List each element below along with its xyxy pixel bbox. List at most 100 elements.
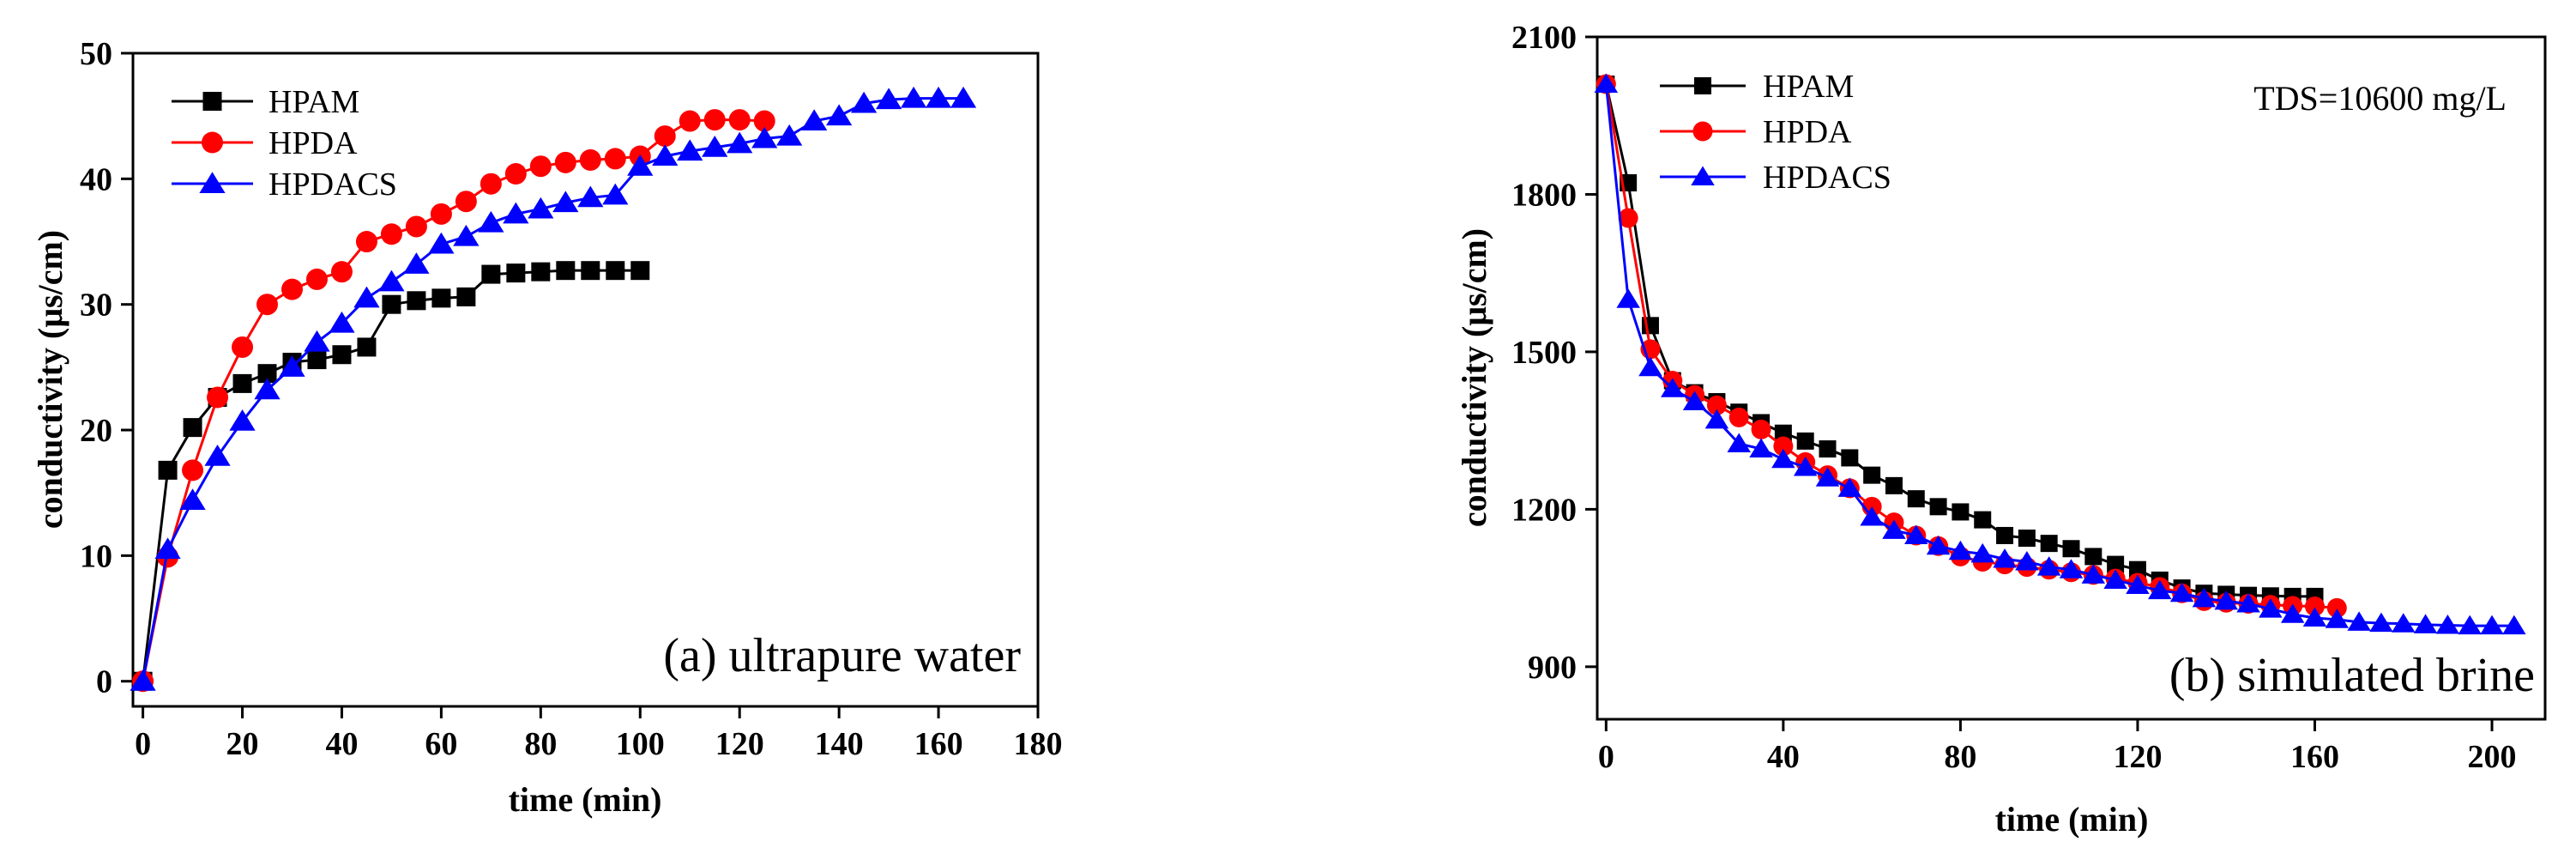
x-tick-label: 40 bbox=[1767, 739, 1800, 775]
data-point-hpam bbox=[1796, 432, 1814, 450]
legend-marker-hpda bbox=[1692, 121, 1713, 142]
legend-marker-hpdacs bbox=[199, 172, 226, 193]
series-line-hpdacs bbox=[1604, 83, 2514, 627]
data-point-hpdacs bbox=[2036, 556, 2061, 576]
x-tick-label: 160 bbox=[914, 726, 963, 762]
data-point-hpdacs bbox=[329, 311, 355, 333]
data-point-hpdacs bbox=[1882, 519, 1906, 539]
data-point-hpam bbox=[2040, 535, 2058, 553]
data-point-hpda bbox=[380, 223, 402, 245]
data-point-hpdacs bbox=[652, 144, 679, 167]
data-point-hpam bbox=[382, 294, 401, 314]
chart-panel-a: time (min) conductivity (μs/cm) (a) ultr… bbox=[31, 36, 1063, 819]
legend-label-hpam: HPAM bbox=[268, 84, 359, 120]
legend-label-hpdacs: HPDACS bbox=[1763, 160, 1891, 196]
y-tick-label: 40 bbox=[80, 161, 112, 197]
data-point-hpdacs bbox=[801, 109, 828, 131]
y-tick-label: 30 bbox=[80, 288, 112, 324]
data-point-hpda bbox=[405, 215, 427, 238]
data-point-hpdacs bbox=[154, 537, 181, 560]
data-point-hpam bbox=[481, 264, 501, 284]
x-tick-label: 200 bbox=[2468, 739, 2517, 775]
data-point-hpdacs bbox=[1948, 540, 1973, 560]
data-point-hpda bbox=[256, 294, 279, 316]
data-point-hpdacs bbox=[279, 355, 305, 377]
data-point-hpdacs bbox=[304, 330, 330, 352]
data-point-hpda bbox=[232, 336, 254, 358]
plot-frame-a bbox=[131, 51, 1040, 708]
data-point-hpda bbox=[330, 261, 353, 283]
legend-marker-hpam bbox=[1694, 77, 1711, 94]
data-point-hpdacs bbox=[378, 270, 405, 292]
x-tick-label: 100 bbox=[616, 726, 665, 762]
data-point-hpda bbox=[2304, 597, 2325, 617]
data-point-hpda bbox=[679, 110, 701, 132]
data-point-hpda bbox=[1751, 419, 1771, 439]
data-point-hpam bbox=[1863, 466, 1881, 484]
data-point-hpam bbox=[456, 287, 476, 306]
data-point-hpdacs bbox=[2259, 598, 2283, 618]
panel-label-a: (a) ultrapure water bbox=[663, 629, 1021, 682]
data-point-hpdacs bbox=[1704, 409, 1729, 429]
legend-a: HPAM HPDA HPDACS bbox=[172, 84, 397, 203]
panel-label-b: (b) simulated brine bbox=[2169, 649, 2535, 702]
data-point-hpdacs bbox=[1727, 433, 1751, 452]
y-tick-label: 0 bbox=[96, 664, 112, 700]
x-tick-label: 80 bbox=[524, 726, 557, 762]
data-point-hpdacs bbox=[528, 197, 554, 219]
data-point-hpdacs bbox=[602, 183, 629, 205]
y-tick-label: 2100 bbox=[1511, 20, 1577, 56]
data-point-hpam bbox=[1974, 511, 1992, 529]
legend-label-hpda: HPDA bbox=[268, 125, 358, 161]
x-tick-label: 160 bbox=[2290, 739, 2339, 775]
data-point-hpdacs bbox=[875, 88, 902, 110]
data-point-hpam bbox=[2107, 555, 2125, 573]
series-line-hpda bbox=[142, 118, 765, 682]
data-point-hpdacs bbox=[1638, 356, 1662, 377]
data-point-hpdacs bbox=[130, 669, 156, 691]
data-point-hpda bbox=[182, 459, 204, 481]
y-axis-title-a: conductivity (μs/cm) bbox=[31, 230, 69, 529]
data-point-hpam bbox=[1907, 490, 1925, 508]
data-point-hpam bbox=[2018, 530, 2036, 548]
x-tick-label: 0 bbox=[1598, 739, 1614, 775]
data-point-hpam bbox=[307, 350, 327, 370]
data-point-hpdacs bbox=[2413, 614, 2438, 633]
data-point-hpdacs bbox=[204, 445, 231, 466]
data-point-hpdacs bbox=[403, 252, 430, 274]
x-axis-title-b: time (min) bbox=[1995, 800, 2149, 839]
data-point-hpam bbox=[2062, 540, 2080, 558]
data-point-hpam bbox=[581, 261, 600, 281]
data-point-hpdacs bbox=[2148, 579, 2172, 600]
data-point-hpdacs bbox=[1904, 524, 1928, 544]
data-point-hpdacs bbox=[677, 139, 703, 161]
data-point-hpdacs bbox=[2347, 611, 2371, 631]
data-point-hpam bbox=[606, 261, 625, 281]
data-point-hpam bbox=[630, 261, 650, 281]
data-point-hpda bbox=[1728, 407, 1749, 427]
data-point-hpdacs bbox=[727, 131, 753, 154]
y-tick-label: 1500 bbox=[1511, 335, 1577, 371]
y-tick-label: 10 bbox=[80, 538, 112, 574]
data-point-hpda bbox=[579, 148, 601, 171]
data-point-hpam bbox=[1819, 440, 1837, 458]
data-point-hpdacs bbox=[1926, 535, 1951, 555]
data-point-hpda bbox=[1773, 436, 1794, 457]
data-point-hpdacs bbox=[751, 126, 778, 148]
x-tick-label: 80 bbox=[1944, 739, 1976, 775]
data-point-hpdacs bbox=[2236, 592, 2260, 613]
y-tick-label: 900 bbox=[1528, 650, 1577, 686]
data-point-hpdacs bbox=[2480, 615, 2504, 635]
data-point-hpdacs bbox=[1749, 438, 1773, 458]
ticks-a: 0 20 40 60 80 100 120 140 160 180 0 10 20 30 40 50 bbox=[80, 36, 1063, 762]
x-tick-label: 60 bbox=[425, 726, 457, 762]
data-point-hpam bbox=[1929, 498, 1947, 516]
data-point-hpda bbox=[504, 162, 527, 185]
legend-marker-hpdacs bbox=[1691, 166, 1715, 185]
y-tick-label: 20 bbox=[80, 413, 112, 449]
data-point-hpda bbox=[355, 231, 377, 253]
x-tick-label: 40 bbox=[325, 726, 358, 762]
series-line-hpam bbox=[142, 269, 641, 681]
data-point-hpda bbox=[703, 109, 726, 131]
data-point-hpam bbox=[1885, 476, 1903, 494]
